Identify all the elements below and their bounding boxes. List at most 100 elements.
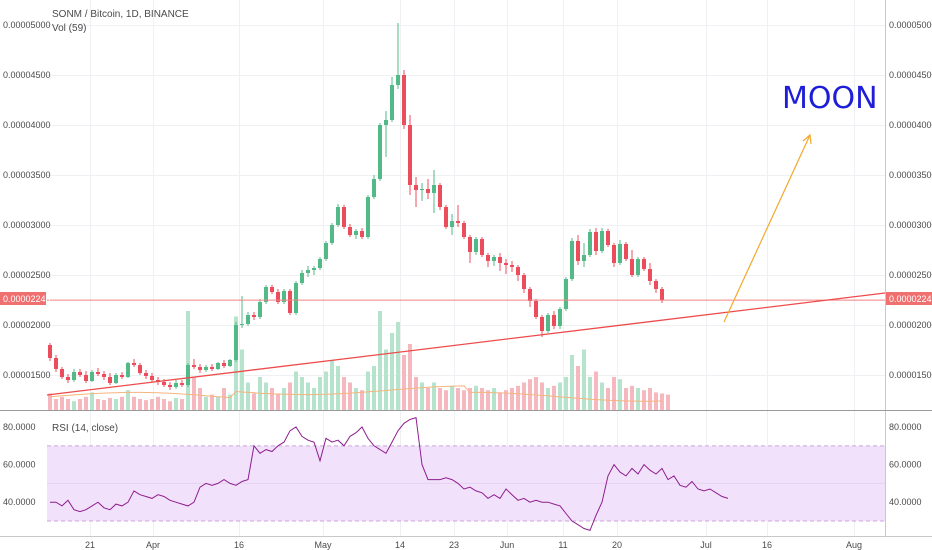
volume-bar bbox=[390, 333, 394, 410]
candle-body bbox=[252, 315, 256, 317]
candle-body bbox=[204, 367, 208, 370]
volume-bar bbox=[366, 371, 370, 410]
volume-bar bbox=[306, 382, 310, 410]
candle-body bbox=[348, 227, 352, 235]
volume-bar bbox=[156, 396, 160, 410]
price-tick-label: 0.00003500 bbox=[3, 170, 51, 180]
moon-arrow-line bbox=[723, 134, 811, 323]
volume-bar bbox=[324, 371, 328, 410]
volume-bar bbox=[234, 316, 238, 410]
candle-body bbox=[114, 375, 118, 383]
candle-body bbox=[474, 239, 478, 252]
volume-bar bbox=[228, 394, 232, 410]
candle-body bbox=[546, 315, 550, 331]
volume-bar bbox=[336, 366, 340, 410]
volume-bar bbox=[84, 396, 88, 410]
volume-bar bbox=[114, 399, 118, 410]
candle-body bbox=[366, 197, 370, 237]
volume-bar bbox=[162, 399, 166, 410]
volume-bar bbox=[522, 382, 526, 410]
price-tick-label: 0.00004000 bbox=[889, 120, 932, 130]
time-ticks: 21 Apr 16 May 14 23 Jun 11 20 Jul 16 Aug bbox=[85, 540, 862, 550]
volume-bar bbox=[270, 388, 274, 410]
candle-body bbox=[498, 257, 502, 263]
volume-bar bbox=[456, 388, 460, 410]
volume-bar bbox=[72, 401, 76, 410]
volume-bar bbox=[318, 377, 322, 410]
candle-body bbox=[606, 231, 610, 245]
candle-body bbox=[336, 207, 340, 225]
volume-bar bbox=[312, 388, 316, 410]
volume-bar bbox=[282, 388, 286, 410]
price-ticks-right: 0.00005000 0.00004500 0.00004000 0.00003500… bbox=[889, 20, 932, 380]
candle-body bbox=[564, 279, 568, 309]
candle-body bbox=[180, 383, 184, 385]
candle-body bbox=[288, 291, 292, 313]
candle-body bbox=[396, 75, 400, 85]
rsi-line bbox=[50, 416, 729, 532]
candle-body bbox=[570, 241, 574, 279]
candle-body bbox=[594, 232, 598, 251]
candle-body bbox=[276, 292, 280, 302]
candle-body bbox=[282, 291, 286, 302]
time-tick-label: Aug bbox=[846, 540, 862, 550]
candle-body bbox=[360, 231, 364, 237]
candle-body bbox=[102, 374, 106, 377]
volume-bar bbox=[540, 382, 544, 410]
volume-bar bbox=[186, 311, 190, 410]
volume-bar bbox=[168, 401, 172, 410]
time-tick-label: 21 bbox=[85, 540, 95, 550]
volume-bar bbox=[570, 355, 574, 410]
volume-bar bbox=[552, 385, 556, 410]
candle-body bbox=[54, 358, 58, 369]
candle-body bbox=[576, 241, 580, 261]
volume-bar bbox=[48, 393, 52, 410]
candle-body bbox=[384, 120, 388, 125]
volume-bar bbox=[516, 385, 520, 410]
current-price-label-right: 0.00002249 bbox=[886, 292, 932, 305]
candle-body bbox=[294, 283, 298, 313]
candle-body bbox=[72, 372, 76, 380]
candle-body bbox=[558, 309, 562, 326]
price-tick-label: 0.00003000 bbox=[3, 220, 51, 230]
candle-body bbox=[468, 237, 472, 252]
volume-bar bbox=[510, 388, 514, 410]
candle-body bbox=[324, 243, 328, 259]
volume-bar bbox=[348, 382, 352, 410]
price-tick-label: 0.00004500 bbox=[889, 70, 932, 80]
candle-body bbox=[414, 185, 418, 190]
trend-line bbox=[46, 292, 886, 396]
candle-body bbox=[522, 275, 526, 289]
candle-body bbox=[198, 367, 202, 370]
current-price-left-text: 0.00002249 bbox=[3, 294, 51, 304]
candle-body bbox=[510, 265, 514, 267]
candle-body bbox=[378, 125, 382, 179]
volume-bar bbox=[444, 390, 448, 410]
price-tick-label: 0.00004000 bbox=[3, 120, 51, 130]
candle-body bbox=[486, 255, 490, 261]
candle-body bbox=[138, 365, 142, 373]
volume-bar bbox=[378, 311, 382, 410]
candle-body bbox=[108, 377, 112, 383]
rsi-pane bbox=[47, 416, 885, 532]
volume-bar bbox=[78, 399, 82, 410]
volume-bar bbox=[294, 371, 298, 410]
volume-bar bbox=[618, 379, 622, 410]
candle-body bbox=[60, 369, 64, 377]
volume-bar bbox=[264, 382, 268, 410]
volume-bar bbox=[210, 394, 214, 410]
candle-body bbox=[492, 257, 496, 261]
candle-body bbox=[120, 375, 124, 377]
price-tick-label: 0.00001500 bbox=[889, 370, 932, 380]
volume-bar bbox=[546, 388, 550, 410]
rsi-tick-label: 60.0000 bbox=[889, 460, 922, 470]
volume-bar bbox=[144, 400, 148, 410]
volume-bar bbox=[360, 390, 364, 410]
volume-bar bbox=[276, 393, 280, 410]
candle-body bbox=[150, 376, 154, 380]
volume-bar bbox=[240, 349, 244, 410]
volume-bar bbox=[648, 388, 652, 410]
overlays bbox=[46, 133, 932, 396]
candle-body bbox=[234, 325, 238, 360]
candle-body bbox=[78, 372, 82, 375]
